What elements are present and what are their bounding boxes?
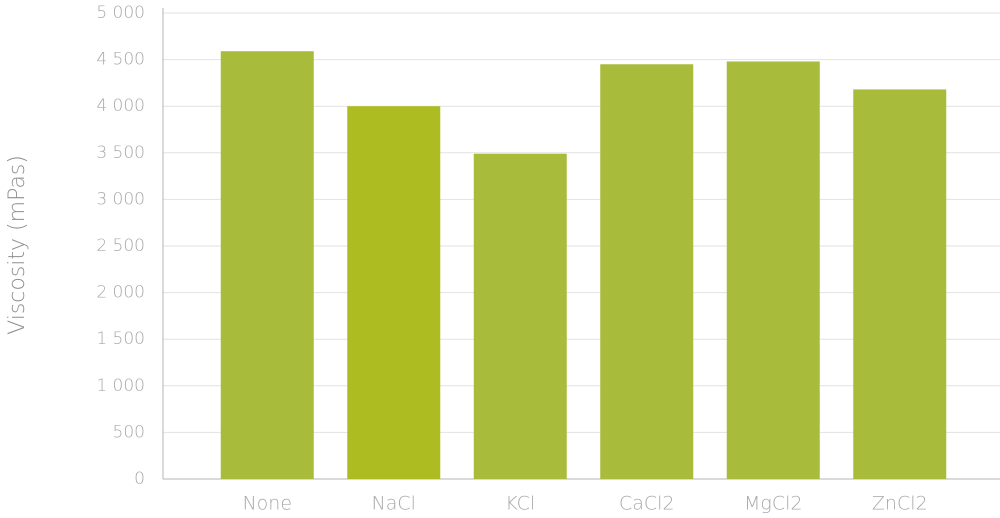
x-tick-label: NaCl: [372, 493, 416, 515]
bar: [600, 64, 694, 479]
y-tick-label: 4 500: [96, 50, 145, 70]
y-tick-label: 1 500: [96, 329, 145, 349]
x-tick-label: CaCl2: [619, 493, 675, 515]
x-tick-label: ZnCl2: [872, 493, 928, 515]
x-tick-label: None: [242, 493, 292, 515]
y-tick-label: 2 000: [96, 283, 145, 303]
y-tick-label: 500: [113, 422, 145, 442]
y-axis-label: Viscosity (mPas): [5, 155, 30, 335]
y-tick-label: 2 500: [96, 236, 145, 256]
x-tick-label: KCl: [505, 493, 535, 515]
y-tick-label: 1 000: [96, 376, 145, 396]
y-tick-label: 4 000: [96, 96, 145, 116]
y-tick-label: 3 000: [96, 189, 145, 209]
x-tick-label: MgCl2: [744, 493, 802, 515]
bar: [473, 153, 567, 479]
y-tick-label: 3 500: [96, 143, 145, 163]
y-tick-label: 0: [134, 469, 145, 489]
bar: [220, 51, 314, 479]
y-tick-label: 5 000: [96, 3, 145, 23]
bar: [726, 61, 820, 480]
bar: [347, 106, 441, 479]
bar: [853, 89, 947, 479]
